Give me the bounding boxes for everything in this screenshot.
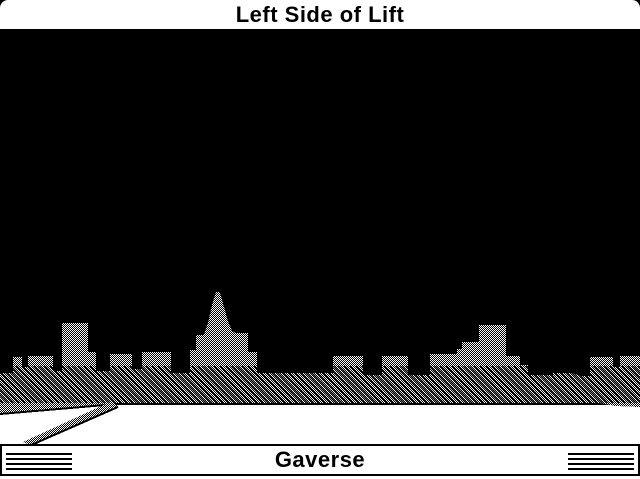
- status-bar-label: Gaverse: [274, 447, 366, 472]
- scroll-lines-left-icon[interactable]: [6, 453, 72, 470]
- room-title: Left Side of Lift: [235, 1, 405, 27]
- scene-view[interactable]: [0, 29, 640, 445]
- scroll-lines-right-icon[interactable]: [568, 453, 634, 470]
- status-bar: Gaverse: [0, 444, 640, 476]
- screen-bottom-strip: [0, 476, 640, 479]
- city-skyline-night-icon: [0, 29, 640, 445]
- title-bar: Left Side of Lift: [0, 0, 640, 29]
